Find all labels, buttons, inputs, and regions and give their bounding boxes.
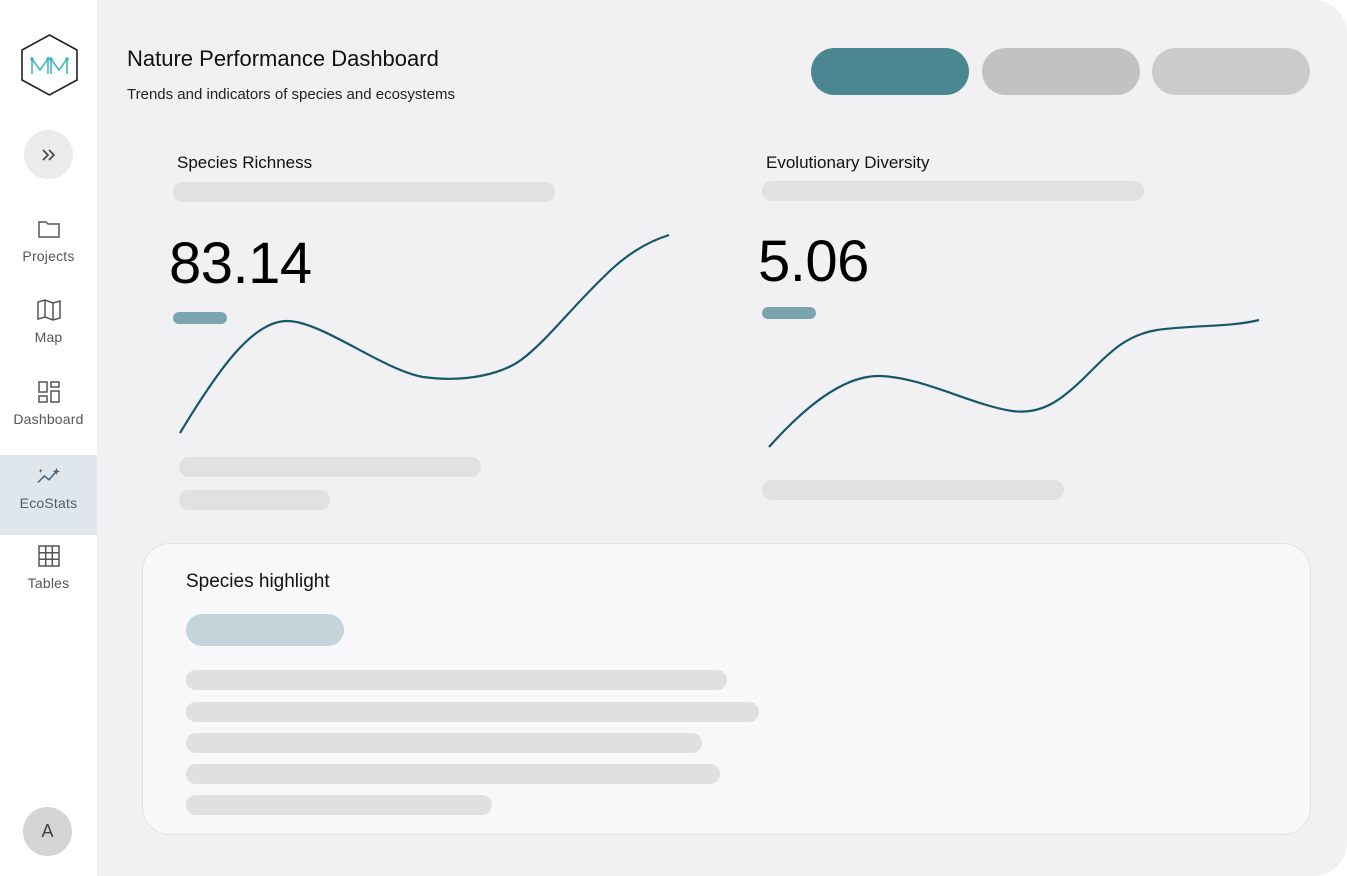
sidebar-item-tables[interactable]: Tables	[0, 535, 97, 615]
placeholder-bar	[762, 480, 1064, 500]
sidebar-item-projects[interactable]: Projects	[0, 208, 97, 288]
secondary-action-button[interactable]	[982, 48, 1140, 95]
folder-icon	[36, 216, 62, 242]
placeholder-line	[186, 733, 702, 753]
placeholder-bar	[762, 181, 1144, 201]
sidebar-item-label: Map	[34, 329, 63, 345]
trend-badge	[173, 312, 227, 324]
sidebar: Projects Map Dashboard EcoStats	[0, 0, 97, 876]
placeholder-line	[186, 764, 720, 784]
species-highlight-title: Species highlight	[186, 571, 330, 592]
placeholder-line	[186, 795, 492, 815]
evolutionary-diversity-sparkline	[768, 318, 1260, 448]
sidebar-item-dashboard[interactable]: Dashboard	[0, 371, 97, 451]
placeholder-bar	[179, 457, 481, 477]
logo-icon	[21, 34, 78, 96]
trend-badge	[762, 307, 816, 319]
main-panel: Nature Performance Dashboard Trends and …	[97, 0, 1347, 876]
double-chevron-right-icon	[41, 148, 55, 161]
sidebar-item-ecostats[interactable]: EcoStats	[0, 455, 97, 535]
species-richness-sparkline	[179, 233, 670, 434]
species-highlight-card: Species highlight	[142, 543, 1311, 835]
evolutionary-diversity-value: 5.06	[758, 229, 869, 294]
placeholder-line	[186, 702, 759, 722]
expand-sidebar-button[interactable]	[24, 130, 73, 179]
table-grid-icon	[36, 543, 62, 569]
tertiary-action-button[interactable]	[1152, 48, 1310, 95]
sidebar-item-label: Projects	[22, 248, 75, 264]
sidebar-item-label: Dashboard	[13, 411, 84, 427]
page-title: Nature Performance Dashboard	[127, 46, 439, 71]
card-title-evolutionary-diversity: Evolutionary Diversity	[766, 153, 930, 172]
sparkle-trend-icon	[36, 463, 62, 489]
primary-action-button[interactable]	[811, 48, 969, 95]
placeholder-bar	[173, 182, 555, 202]
species-richness-value: 83.14	[169, 231, 312, 296]
card-title-species-richness: Species Richness	[177, 153, 313, 172]
map-icon	[36, 297, 62, 323]
sidebar-item-map[interactable]: Map	[0, 289, 97, 369]
dashboard-icon	[36, 379, 62, 405]
page-subtitle: Trends and indicators of species and eco…	[127, 86, 455, 103]
sidebar-item-label: EcoStats	[19, 495, 78, 511]
avatar[interactable]: A	[23, 807, 72, 856]
placeholder-line	[186, 670, 727, 690]
species-chip[interactable]	[186, 614, 344, 646]
placeholder-bar	[179, 490, 330, 510]
sidebar-item-label: Tables	[27, 575, 70, 591]
